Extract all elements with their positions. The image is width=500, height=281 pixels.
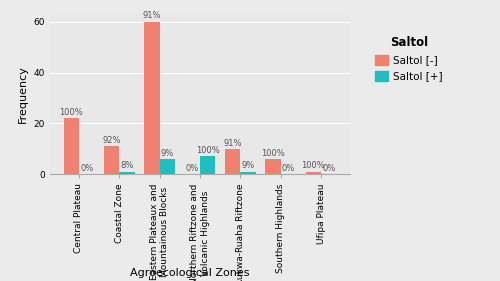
Text: 0%: 0% [322,164,336,173]
Text: 0%: 0% [282,164,295,173]
Bar [200,157,216,174]
Text: 100%: 100% [196,146,220,155]
Bar [266,159,280,174]
Text: Agroecological Zones: Agroecological Zones [130,268,250,278]
Text: 100%: 100% [60,108,83,117]
Y-axis label: Frequency: Frequency [18,65,28,123]
Legend: Saltol [-], Saltol [+]: Saltol [-], Saltol [+] [372,33,446,85]
Text: 100%: 100% [261,149,285,158]
Bar [240,172,256,174]
Text: 92%: 92% [102,136,121,145]
Bar [104,146,120,174]
Bar [225,149,240,174]
Text: 100%: 100% [302,161,325,170]
Text: 8%: 8% [120,161,134,170]
Text: 91%: 91% [224,139,242,148]
Text: 0%: 0% [186,164,199,173]
Bar [160,159,175,174]
Text: 91%: 91% [142,12,161,21]
Text: 9%: 9% [160,149,174,158]
Bar [306,172,321,174]
Bar [64,118,79,174]
Text: 0%: 0% [80,164,94,173]
Text: 9%: 9% [242,161,254,170]
Bar [144,22,160,174]
Bar [120,172,134,174]
